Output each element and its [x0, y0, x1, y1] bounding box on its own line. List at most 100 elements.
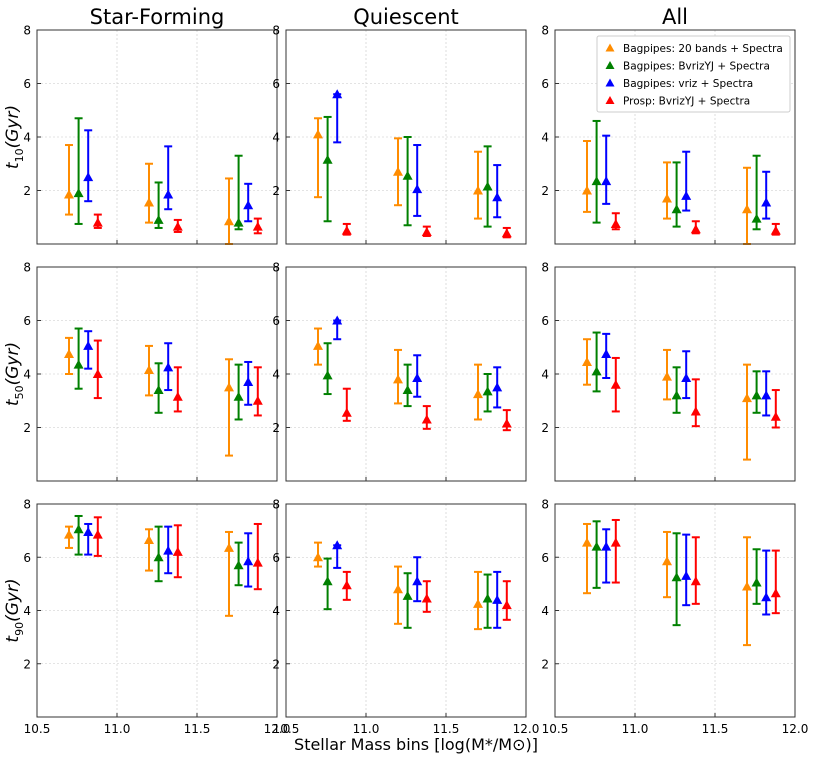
data-point-marker: [144, 534, 154, 544]
data-point-marker: [243, 377, 254, 387]
panel: 2 4 6 8 10.5 11.0 11.5 12.0: [23, 498, 290, 737]
x-tick-label: 12.0: [782, 722, 809, 736]
data-point-marker: [402, 590, 413, 600]
data-point-marker: [341, 580, 352, 590]
y-label-unit: (Gyr): [3, 578, 23, 622]
data-point-marker: [582, 356, 592, 366]
column-title: All: [662, 5, 688, 29]
y-tick-label: 4: [541, 131, 549, 145]
y-tick-label: 8: [541, 24, 549, 38]
y-tick-label: 2: [23, 184, 31, 198]
y-axis-label: t50(Gyr): [3, 342, 26, 406]
data-point-marker: [332, 540, 343, 550]
y-tick-label: 8: [541, 261, 549, 275]
y-tick-label: 2: [272, 421, 280, 435]
legend-label: Bagpipes: vriz + Spectra: [623, 78, 753, 90]
y-axis-label: t90(Gyr): [3, 578, 26, 642]
data-point-marker: [501, 228, 512, 238]
x-tick-label: 10.5: [24, 722, 51, 736]
y-tick-label: 6: [272, 314, 280, 328]
data-point-marker: [153, 552, 164, 562]
data-point-marker: [153, 385, 164, 395]
y-tick-label: 2: [272, 657, 280, 671]
data-point-marker: [233, 217, 244, 227]
data-point-marker: [252, 557, 263, 567]
data-point-marker: [492, 192, 503, 202]
data-point-marker: [412, 373, 423, 383]
data-point-marker: [153, 214, 164, 224]
y-tick-label: 4: [272, 368, 280, 382]
y-label-symbol: t: [3, 398, 23, 406]
y-tick-label: 8: [272, 498, 280, 512]
data-point-marker: [492, 382, 503, 392]
data-point-marker: [172, 546, 183, 556]
y-label-unit: (Gyr): [3, 342, 23, 386]
data-point-marker: [172, 391, 183, 401]
data-point-marker: [421, 226, 432, 236]
data-point-marker: [393, 584, 403, 594]
data-point-marker: [332, 89, 343, 99]
data-point-marker: [681, 190, 692, 200]
data-point-marker: [482, 386, 493, 396]
column-title: Quiescent: [353, 5, 459, 29]
data-point-marker: [83, 526, 94, 536]
data-point-marker: [473, 389, 483, 399]
data-point-marker: [172, 221, 183, 231]
panel: 2 4 6 8 10.5 11.0 11.5 12.0: [541, 498, 808, 737]
data-point-marker: [662, 556, 672, 566]
x-tick-label: 11.0: [622, 722, 649, 736]
legend-marker: [605, 78, 615, 87]
data-point-marker: [742, 393, 752, 403]
data-point-marker: [671, 390, 682, 400]
y-axis-label: t10(Gyr): [3, 105, 26, 169]
y-tick-label: 6: [541, 314, 549, 328]
data-point-marker: [482, 593, 493, 603]
y-tick-label: 6: [23, 77, 31, 91]
y-tick-label: 2: [541, 657, 549, 671]
legend-frame: [596, 35, 791, 113]
data-point-marker: [582, 185, 592, 195]
y-tick-label: 8: [272, 261, 280, 275]
y-tick-label: 8: [23, 24, 31, 38]
y-tick-label: 2: [23, 657, 31, 671]
data-point-marker: [402, 170, 413, 180]
data-point-marker: [313, 129, 323, 139]
data-point-marker: [341, 225, 352, 235]
y-tick-label: 2: [541, 421, 549, 435]
data-point-marker: [421, 593, 432, 603]
y-label-subscript: 90: [13, 622, 26, 636]
data-point-marker: [591, 176, 602, 186]
data-point-marker: [770, 588, 781, 598]
y-tick-label: 4: [23, 368, 31, 382]
data-point-marker: [322, 576, 333, 586]
data-point-marker: [662, 371, 672, 381]
data-point-marker: [690, 576, 701, 586]
data-point-marker: [751, 390, 762, 400]
data-point-marker: [73, 188, 84, 198]
data-point-marker: [73, 359, 84, 369]
data-point-marker: [393, 166, 403, 176]
y-tick-label: 8: [272, 24, 280, 38]
x-tick-label: 11.5: [433, 722, 460, 736]
x-tick-label: 10.5: [542, 722, 569, 736]
x-tick-label: 11.5: [184, 722, 211, 736]
y-tick-label: 4: [23, 131, 31, 145]
data-point-marker: [690, 406, 701, 416]
data-point-marker: [482, 181, 493, 191]
data-point-marker: [751, 577, 762, 587]
data-point-marker: [761, 592, 772, 602]
data-point-marker: [163, 189, 174, 199]
y-tick-label: 6: [23, 314, 31, 328]
y-label-subscript: 10: [13, 148, 26, 162]
y-tick-label: 8: [23, 498, 31, 512]
data-point-marker: [742, 204, 752, 214]
data-point-marker: [83, 172, 94, 182]
data-point-marker: [412, 184, 423, 194]
y-tick-label: 4: [272, 131, 280, 145]
y-tick-label: 6: [272, 77, 280, 91]
data-point-marker: [671, 204, 682, 214]
data-point-marker: [64, 529, 74, 539]
y-tick-label: 4: [23, 604, 31, 618]
data-point-marker: [591, 541, 602, 551]
